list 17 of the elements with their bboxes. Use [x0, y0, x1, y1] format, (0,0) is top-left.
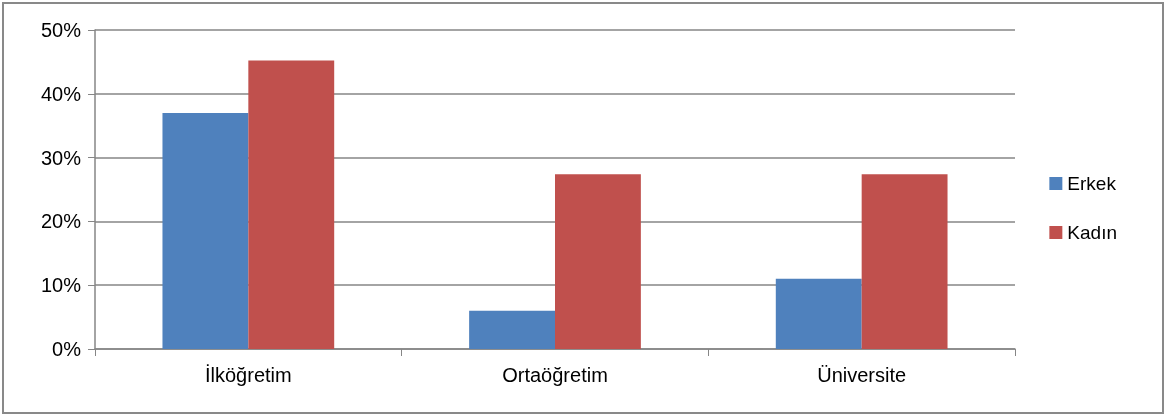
y-tick-label: 30%: [40, 146, 82, 169]
x-tick-label: Üniversite: [817, 364, 907, 386]
bar: [162, 112, 249, 349]
legend-label: Erkek: [1067, 173, 1117, 194]
x-tick-label: Ortaöğretim: [502, 364, 608, 386]
y-tick-label: 0%: [52, 338, 82, 360]
y-tick-label: 10%: [40, 274, 82, 297]
y-tick-label: 20%: [40, 210, 82, 233]
bar: [555, 174, 641, 349]
legend-label: Kadın: [1067, 222, 1117, 243]
bar: [469, 310, 555, 349]
y-tick-label: 50%: [40, 19, 82, 41]
bar: [861, 174, 948, 349]
bar: [248, 60, 335, 349]
x-tick-label: İlköğretim: [204, 364, 292, 386]
bar: [775, 278, 862, 349]
y-tick-label: 40%: [40, 82, 82, 105]
